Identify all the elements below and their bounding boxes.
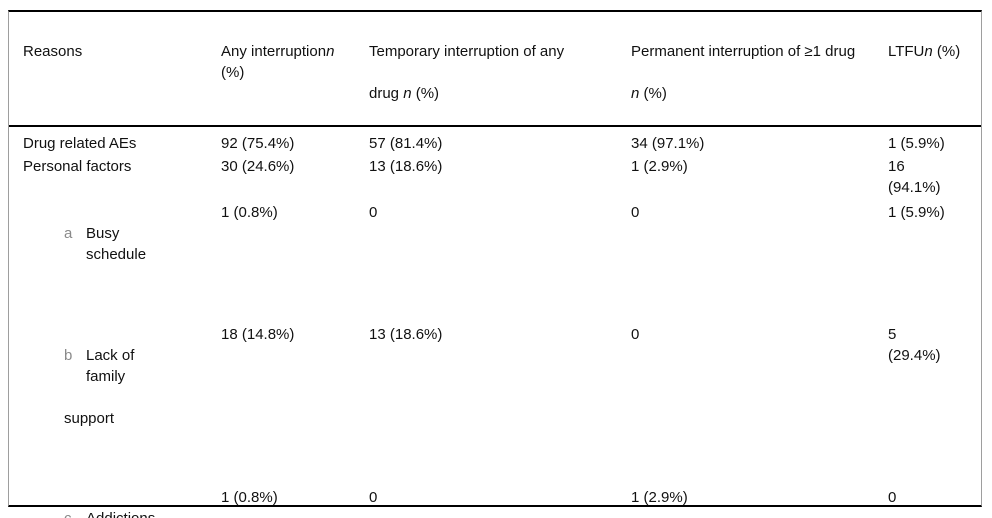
col-header-temporary-interruption: Temporary interruption of any drug n (%) bbox=[369, 20, 631, 125]
subrow-line: a Busy schedule bbox=[23, 223, 215, 265]
cell-temporary-interruption: 13 (18.6%) bbox=[369, 326, 443, 343]
col-header-any-interruption: Any interruptionn (%) bbox=[221, 20, 369, 125]
cell-permanent-interruption: 1 (2.9%) bbox=[631, 158, 688, 175]
cell-permanent-interruption: 0 bbox=[631, 204, 640, 221]
cell-any-interruption: 92 (75.4%) bbox=[221, 135, 295, 152]
cell-permanent-interruption: 1 (2.9%) bbox=[631, 489, 688, 506]
cell-ltfu: 1 (5.9%) bbox=[888, 204, 945, 221]
table-row-addictions: c Addictions 1 (0.8%) 0 1 (2.9%) 0 bbox=[9, 487, 981, 518]
cell-any-interruption: 30 (24.6%) bbox=[221, 158, 295, 175]
cell-temporary-interruption: 0 bbox=[369, 204, 378, 221]
subrow-line: b Lack of family bbox=[23, 345, 215, 387]
subrow-label: Lack of family bbox=[86, 347, 135, 385]
col-header-temporary-line2: drug n (%) bbox=[369, 83, 625, 104]
col-header-permanent-percent: (%) bbox=[639, 85, 667, 102]
cell-any-interruption: 18 (14.8%) bbox=[221, 326, 295, 343]
col-header-permanent-line2: n (%) bbox=[631, 83, 882, 104]
col-header-reasons: Reasons bbox=[23, 20, 221, 125]
subrow-label-cell: c Addictions bbox=[23, 487, 221, 518]
col-header-permanent-n: n bbox=[631, 85, 640, 102]
cell-temporary-interruption: 0 bbox=[369, 489, 378, 506]
row-label: Drug related AEs bbox=[23, 135, 137, 152]
table-header-row: Reasons Any interruptionn (%) Temporary … bbox=[9, 12, 981, 127]
table-row-lack-of-family-support: b Lack of family support 18 (14.8%) 13 (… bbox=[9, 324, 981, 450]
table-row-drug-related-aes: Drug related AEs 92 (75.4%) 57 (81.4%) 3… bbox=[9, 133, 981, 154]
cell-ltfu: 5 (29.4%) bbox=[888, 326, 941, 364]
cell-ltfu: 0 bbox=[888, 489, 897, 506]
list-marker: b bbox=[64, 347, 73, 364]
subrow-label-cell: b Lack of family support bbox=[23, 324, 221, 450]
col-header-temporary-line1: Temporary interruption of any bbox=[369, 43, 565, 60]
col-header-temporary-drug: drug bbox=[369, 85, 404, 102]
cell-any-interruption: 1 (0.8%) bbox=[221, 204, 278, 221]
col-header-permanent-interruption: Permanent interruption of ≥1 drug n (%) bbox=[631, 20, 888, 125]
table-row-personal-factors: Personal factors 30 (24.6%) 13 (18.6%) 1… bbox=[9, 156, 981, 198]
cell-temporary-interruption: 57 (81.4%) bbox=[369, 135, 443, 152]
col-header-temporary-n: n bbox=[403, 85, 412, 102]
list-marker: a bbox=[64, 225, 73, 242]
cell-ltfu: 16 (94.1%) bbox=[888, 158, 941, 196]
reasons-table: Reasons Any interruptionn (%) Temporary … bbox=[8, 10, 982, 518]
subrow-line: c Addictions bbox=[23, 508, 215, 518]
cell-permanent-interruption: 34 (97.1%) bbox=[631, 135, 705, 152]
col-header-reasons-label: Reasons bbox=[23, 43, 83, 60]
list-marker: c bbox=[64, 508, 77, 518]
col-header-ltfu-n: n bbox=[924, 43, 933, 60]
subrow-label-overflow: support bbox=[64, 410, 115, 427]
subrow-label: Addictions bbox=[86, 508, 155, 518]
cell-permanent-interruption: 0 bbox=[631, 326, 640, 343]
col-header-any-percent: (%) bbox=[221, 64, 245, 81]
subrow-label-cell: a Busy schedule bbox=[23, 202, 221, 286]
cell-temporary-interruption: 13 (18.6%) bbox=[369, 158, 443, 175]
subrow-label: Busy schedule bbox=[86, 225, 147, 263]
col-header-ltfu: LTFUn (%) bbox=[888, 20, 981, 125]
col-header-any-n: n bbox=[326, 43, 335, 60]
col-header-ltfu-text: LTFU bbox=[888, 43, 925, 60]
table-row-busy-schedule: a Busy schedule 1 (0.8%) 0 0 1 (5.9%) bbox=[9, 202, 981, 286]
cell-ltfu: 1 (5.9%) bbox=[888, 135, 945, 152]
col-header-temporary-percent: (%) bbox=[411, 85, 440, 102]
row-label: Personal factors bbox=[23, 158, 132, 175]
col-header-any-text: Any interruption bbox=[221, 43, 327, 60]
col-header-permanent-line1: Permanent interruption of ≥1 drug bbox=[631, 43, 856, 60]
cell-any-interruption: 1 (0.8%) bbox=[221, 489, 278, 506]
col-header-ltfu-percent: (%) bbox=[932, 43, 961, 60]
